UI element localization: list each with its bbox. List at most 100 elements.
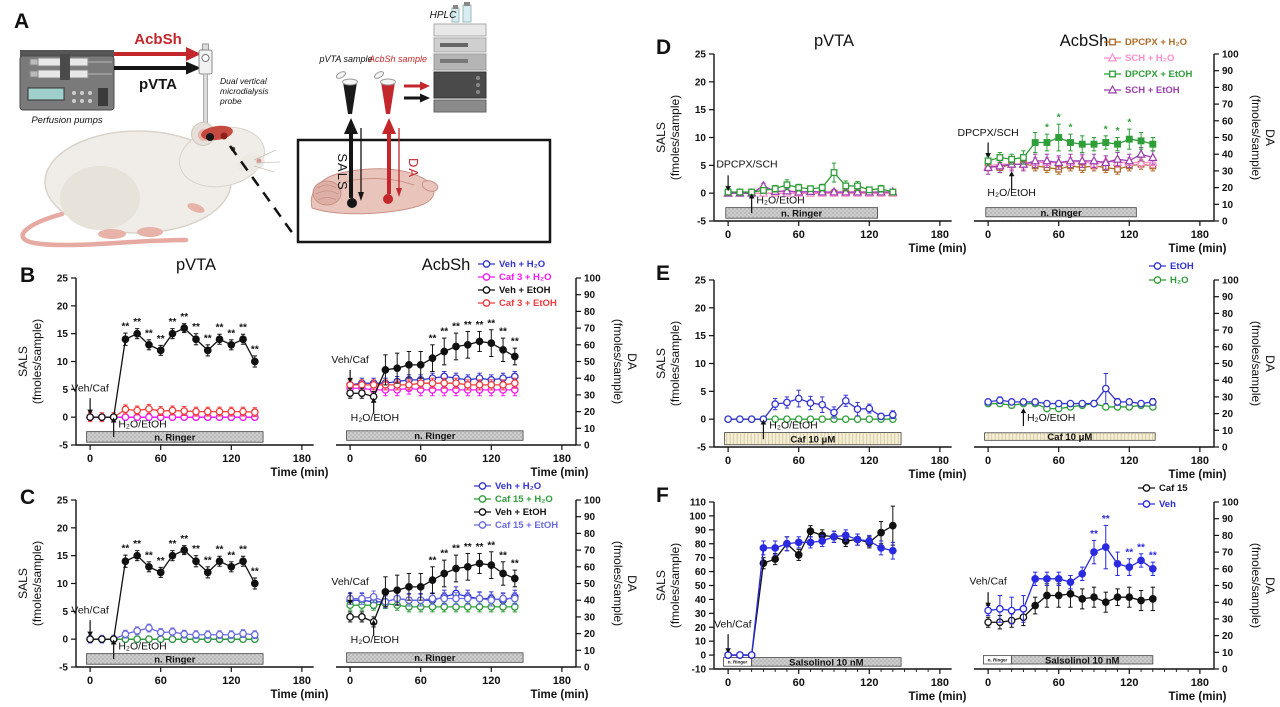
annotation: H₂O/EtOH: [110, 639, 167, 660]
svg-text:H₂O/EtOH: H₂O/EtOH: [118, 641, 166, 653]
legend: Caf 15 Veh: [1138, 483, 1188, 510]
svg-text:30: 30: [1222, 614, 1234, 625]
svg-text:60: 60: [1222, 342, 1234, 353]
probe-label-line3: probe: [219, 96, 242, 106]
svg-text:90: 90: [1222, 292, 1234, 303]
svg-text:100: 100: [1222, 498, 1239, 509]
svg-text:**: **: [169, 317, 177, 328]
svg-text:**: **: [511, 337, 519, 348]
svg-text:SCH + EtOH: SCH + EtOH: [1125, 85, 1180, 96]
svg-text:**: **: [192, 322, 200, 333]
svg-text:25: 25: [695, 276, 707, 287]
svg-text:60: 60: [1222, 116, 1234, 127]
svg-text:100: 100: [584, 274, 601, 285]
treatment-bars: n. Ringer: [346, 652, 524, 664]
perfusion-pumps-label: Perfusion pumps: [31, 115, 103, 126]
svg-text:100: 100: [1222, 276, 1239, 287]
svg-text:Caf 3 + EtOH: Caf 3 + EtOH: [499, 298, 557, 309]
annotation: DPCPX/SCH: [716, 159, 778, 192]
svg-text:0: 0: [1222, 217, 1228, 228]
microdialysis-probe-illustration: Dual vertical microdialysis probe: [198, 43, 269, 129]
svg-text:Time (min): Time (min): [909, 469, 967, 481]
axes: -5 0 5 10 15 20 25 0 60 120 180 SALS (fmoles/sample)…: [654, 50, 967, 256]
svg-text:10: 10: [695, 359, 707, 370]
panel-label-e: E: [656, 262, 671, 285]
annotation: Veh/Caf: [71, 605, 109, 637]
svg-text:Salsolinol 10 nM: Salsolinol 10 nM: [789, 658, 864, 669]
pvta-sample-label: pVTA sample: [318, 54, 372, 64]
svg-text:120: 120: [1120, 229, 1138, 241]
pvta-site-dot: [347, 198, 357, 208]
svg-text:0: 0: [62, 413, 68, 424]
svg-text:**: **: [145, 328, 153, 339]
series-EtOH: [724, 389, 897, 424]
annotation: Veh/Caf: [969, 576, 1007, 608]
svg-text:10: 10: [57, 579, 69, 590]
svg-text:180: 180: [1191, 455, 1209, 467]
svg-text:60: 60: [1053, 455, 1065, 467]
svg-text:(fmoles/sample): (fmoles/sample): [30, 541, 44, 626]
svg-text:SALS: SALS: [16, 346, 30, 377]
svg-text:180: 180: [1191, 677, 1209, 689]
da-up-arrow-icon: [382, 118, 396, 134]
svg-text:110: 110: [690, 498, 707, 509]
svg-text:**: **: [429, 555, 437, 566]
svg-text:Caf 15 + H₂O: Caf 15 + H₂O: [495, 494, 553, 505]
svg-text:-5: -5: [697, 217, 706, 228]
acbsh-sample-label: AcbSh sample: [368, 54, 427, 64]
svg-text:(fmoles/sample): (fmoles/sample): [611, 319, 625, 404]
rat-illustration: [20, 122, 281, 248]
svg-text:**: **: [133, 317, 141, 328]
annotation: DPCPX/SCH: [957, 127, 1019, 159]
svg-text:**: **: [1125, 547, 1133, 558]
svg-text:0: 0: [584, 663, 590, 674]
svg-text:DA: DA: [1263, 129, 1277, 146]
svg-text:0: 0: [87, 453, 93, 465]
svg-text:0: 0: [700, 415, 706, 426]
treatment-bars: n. Ringer: [86, 653, 264, 666]
chart-title: AcbSh: [1060, 32, 1109, 50]
svg-text:60: 60: [793, 677, 805, 689]
svg-text:DPCPX/SCH: DPCPX/SCH: [957, 127, 1018, 139]
svg-text:10: 10: [1222, 426, 1234, 437]
svg-text:5: 5: [62, 385, 68, 396]
svg-text:80: 80: [1222, 83, 1234, 94]
svg-text:70: 70: [1222, 548, 1234, 559]
svg-text:**: **: [1102, 514, 1110, 525]
annotation: H₂O/EtOH: [1020, 408, 1075, 427]
svg-text:60: 60: [793, 455, 805, 467]
svg-text:60: 60: [793, 229, 805, 241]
svg-text:80: 80: [695, 539, 707, 550]
svg-text:*: *: [1116, 126, 1120, 137]
svg-text:20: 20: [1222, 409, 1234, 420]
series-Caf 3 + EtOH: [346, 377, 519, 391]
svg-text:(fmoles/sample): (fmoles/sample): [668, 543, 682, 628]
svg-text:SALS: SALS: [654, 348, 668, 379]
svg-text:40: 40: [1222, 376, 1234, 387]
brain-inset: SALS DA: [296, 118, 552, 244]
svg-text:20: 20: [695, 303, 707, 314]
annotation: H₂O/EtOH: [987, 171, 1036, 199]
chart-d-pvta: n. Ringer -5 0 5 10 15 20 25 0 60 120 180 SALS (fmole…: [654, 32, 967, 256]
svg-text:80: 80: [584, 307, 596, 318]
svg-text:**: **: [499, 327, 507, 338]
svg-text:**: **: [216, 545, 224, 556]
svg-text:0: 0: [725, 677, 731, 689]
svg-text:Veh + EtOH: Veh + EtOH: [495, 507, 547, 518]
svg-text:100: 100: [689, 511, 706, 522]
svg-text:50: 50: [1222, 133, 1234, 144]
svg-text:50: 50: [584, 357, 596, 368]
panel-label-d: D: [656, 36, 672, 59]
svg-text:**: **: [157, 334, 165, 345]
svg-text:60: 60: [415, 453, 427, 465]
svg-text:n. Ringer: n. Ringer: [414, 431, 455, 442]
series-Veh + EtOH: ** ******** **************: [86, 312, 259, 422]
svg-text:-5: -5: [697, 443, 706, 454]
svg-text:*: *: [1104, 124, 1108, 135]
svg-text:180: 180: [931, 229, 949, 241]
svg-text:Veh/Caf: Veh/Caf: [969, 576, 1006, 588]
treatment-bars: Caf 10 μM: [724, 432, 902, 445]
svg-text:0: 0: [985, 455, 991, 467]
annotation: Veh/Caf: [331, 354, 369, 383]
svg-text:Caf 3 + H₂O: Caf 3 + H₂O: [499, 272, 552, 283]
